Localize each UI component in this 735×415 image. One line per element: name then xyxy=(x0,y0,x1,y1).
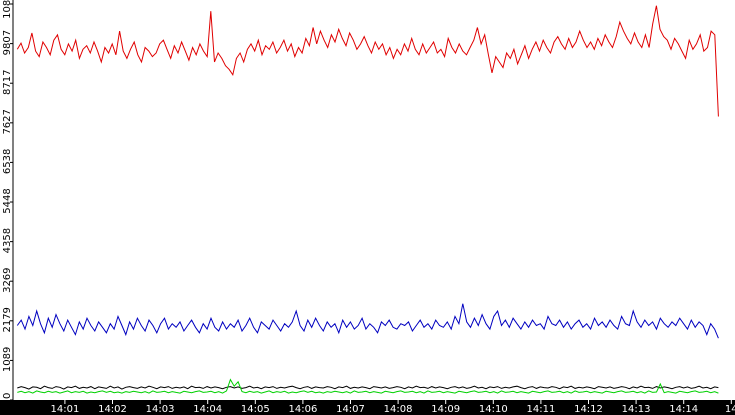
y-tick-label: 7627 xyxy=(2,109,13,134)
x-tick-labels: 14:01 14:02 14:03 14:04 14:05 14:06 14:07 14:08… xyxy=(50,400,735,415)
x-tick-label: 14:07 xyxy=(336,404,365,415)
series-line-2 xyxy=(17,385,719,390)
series-line-0 xyxy=(16,5,719,117)
y-tick-labels: 0 1089 2179 3269 4358 5448 6538 7627 8717 9807 108… xyxy=(2,0,13,401)
x-tick-label: 14:12 xyxy=(574,404,603,415)
x-tick-label: 14 xyxy=(725,404,735,415)
series-line-3 xyxy=(17,378,719,394)
y-tick-label: 5448 xyxy=(2,188,13,213)
y-tick-label: 6538 xyxy=(2,149,13,174)
y-tick-label: 9807 xyxy=(2,30,13,55)
x-tick-label: 14:08 xyxy=(384,404,413,415)
series-line-1 xyxy=(16,303,719,339)
x-tick-label: 14:05 xyxy=(241,404,270,415)
x-tick-label: 14:13 xyxy=(622,404,651,415)
x-tick-label: 14:02 xyxy=(98,404,127,415)
y-tick-label: 4358 xyxy=(2,228,13,253)
y-tick-label: 2179 xyxy=(2,307,13,332)
y-tick-label: 8717 xyxy=(2,69,13,94)
y-tick-label: 0 xyxy=(2,393,13,399)
x-tick-label: 14:14 xyxy=(669,404,698,415)
x-tick-label: 14:11 xyxy=(526,404,555,415)
y-tick-label: 10897 xyxy=(2,0,13,19)
y-tick-label: 3269 xyxy=(2,267,13,292)
series-layer xyxy=(16,5,719,394)
x-tick-label: 14:10 xyxy=(479,404,508,415)
x-tick-label: 14:04 xyxy=(193,404,222,415)
x-axis-band xyxy=(0,400,735,415)
y-tick-label: 1089 xyxy=(2,347,13,372)
x-tick-label: 14:06 xyxy=(288,404,317,415)
x-tick-label: 14:01 xyxy=(50,404,79,415)
x-tick-label: 14:03 xyxy=(146,404,175,415)
x-tick-label: 14:09 xyxy=(431,404,460,415)
